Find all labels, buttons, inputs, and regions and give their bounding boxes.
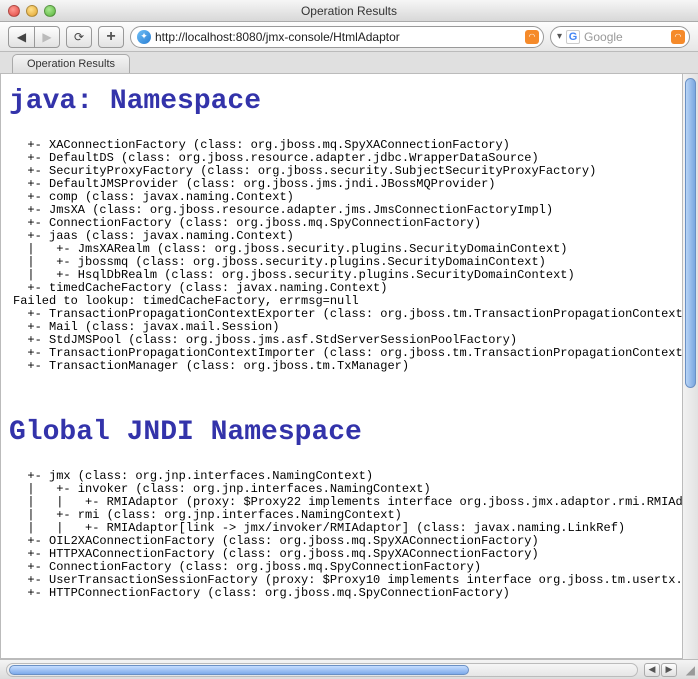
search-box[interactable]: ▾ G Google ◠ (550, 26, 690, 48)
scroll-controls: ◀ ▶ (644, 663, 677, 677)
browser-toolbar: ◀ ▶ ⟳ + ✦ http://localhost:8080/jmx-cons… (0, 22, 698, 52)
google-icon: G (566, 30, 580, 44)
add-button[interactable]: + (98, 26, 124, 48)
tab-label: Operation Results (27, 58, 115, 70)
page-content: java: Namespace +- XAConnectionFactory (… (1, 74, 697, 608)
chevron-down-icon[interactable]: ▾ (557, 31, 562, 42)
rss-icon[interactable]: ◠ (671, 30, 685, 44)
global-namespace-tree: +- jmx (class: org.jnp.interfaces.Naming… (13, 470, 689, 600)
heading-java-namespace: java: Namespace (9, 86, 689, 117)
nav-group: ◀ ▶ (8, 26, 60, 48)
back-button[interactable]: ◀ (8, 26, 34, 48)
search-placeholder: Google (584, 30, 667, 44)
tab-operation-results[interactable]: Operation Results (12, 54, 130, 73)
scroll-thumb[interactable] (9, 665, 469, 675)
horizontal-scrollbar[interactable] (6, 663, 638, 677)
rss-icon[interactable]: ◠ (525, 30, 539, 44)
url-bar[interactable]: ✦ http://localhost:8080/jmx-console/Html… (130, 26, 544, 48)
vertical-scrollbar[interactable] (682, 74, 698, 659)
resize-handle[interactable]: ◢ (681, 663, 695, 677)
tab-strip: Operation Results (0, 52, 698, 74)
scroll-thumb[interactable] (685, 78, 696, 388)
reload-button[interactable]: ⟳ (66, 26, 92, 48)
window-title: Operation Results (0, 4, 698, 18)
url-text: http://localhost:8080/jmx-console/HtmlAd… (155, 30, 521, 44)
scroll-right-button[interactable]: ▶ (661, 663, 677, 677)
forward-button[interactable]: ▶ (34, 26, 60, 48)
globe-icon: ✦ (137, 30, 151, 44)
page-viewport: java: Namespace +- XAConnectionFactory (… (0, 74, 698, 659)
status-bar: ◀ ▶ ◢ (0, 659, 698, 679)
scroll-left-button[interactable]: ◀ (644, 663, 660, 677)
window-titlebar: Operation Results (0, 0, 698, 22)
heading-global-namespace: Global JNDI Namespace (9, 417, 689, 448)
java-namespace-tree: +- XAConnectionFactory (class: org.jboss… (13, 139, 689, 373)
